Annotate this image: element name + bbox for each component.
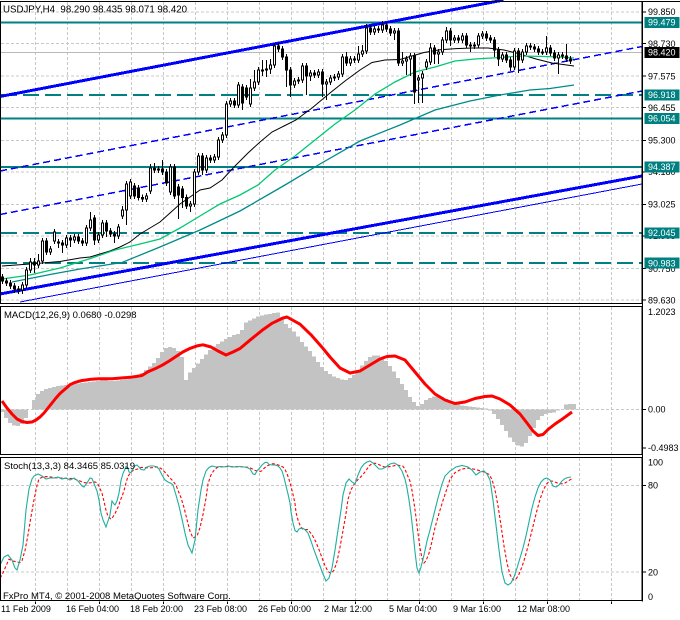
svg-text:94.387: 94.387 — [648, 162, 676, 172]
svg-text:26 Feb 00:00: 26 Feb 00:00 — [258, 604, 311, 614]
svg-text:FxPro MT4, © 2001-2008 MetaQuo: FxPro MT4, © 2001-2008 MetaQuotes Softwa… — [3, 591, 231, 602]
svg-text:12 Mar 08:00: 12 Mar 08:00 — [517, 604, 570, 614]
svg-text:96.455: 96.455 — [648, 103, 676, 113]
svg-text:97.575: 97.575 — [648, 71, 676, 81]
svg-text:80: 80 — [648, 481, 658, 491]
svg-text:MACD(12,26,9) 0.0680 -0.0298: MACD(12,26,9) 0.0680 -0.0298 — [4, 310, 137, 321]
svg-text:95.300: 95.300 — [648, 136, 676, 146]
svg-text:89.630: 89.630 — [648, 295, 676, 305]
svg-text:0: 0 — [648, 592, 653, 602]
svg-text:11 Feb 2009: 11 Feb 2009 — [1, 604, 51, 614]
svg-text:18 Feb 20:00: 18 Feb 20:00 — [130, 604, 183, 614]
svg-text:99.479: 99.479 — [648, 18, 676, 28]
svg-text:2 Mar 12:00: 2 Mar 12:00 — [324, 604, 372, 614]
svg-text:9 Mar 16:00: 9 Mar 16:00 — [453, 604, 501, 614]
svg-text:Stoch(13,3,3) 84.3465 85.0319: Stoch(13,3,3) 84.3465 85.0319 — [4, 461, 135, 472]
svg-text:99.850: 99.850 — [648, 7, 676, 17]
svg-text:93.025: 93.025 — [648, 200, 676, 210]
svg-text:98.420: 98.420 — [648, 48, 676, 58]
svg-text:92.045: 92.045 — [648, 228, 676, 238]
svg-text:1.2023: 1.2023 — [648, 307, 676, 317]
svg-text:96.054: 96.054 — [648, 114, 676, 124]
svg-text:16 Feb 04:00: 16 Feb 04:00 — [66, 604, 119, 614]
svg-text:0.00: 0.00 — [648, 405, 666, 415]
svg-text:90.983: 90.983 — [648, 258, 676, 268]
svg-text:USDJPY,H4 98.290 98.435 98.07: USDJPY,H4 98.290 98.435 98.071 98.420 — [3, 5, 188, 16]
svg-text:100: 100 — [648, 458, 663, 468]
svg-text:5 Mar 04:00: 5 Mar 04:00 — [389, 604, 437, 614]
svg-text:90.750: 90.750 — [648, 264, 676, 274]
svg-text:20: 20 — [648, 567, 658, 577]
svg-text:-0.4983: -0.4983 — [648, 443, 679, 453]
svg-text:23 Feb 08:00: 23 Feb 08:00 — [194, 604, 247, 614]
svg-text:96.918: 96.918 — [648, 90, 676, 100]
svg-text:98.730: 98.730 — [648, 39, 676, 49]
